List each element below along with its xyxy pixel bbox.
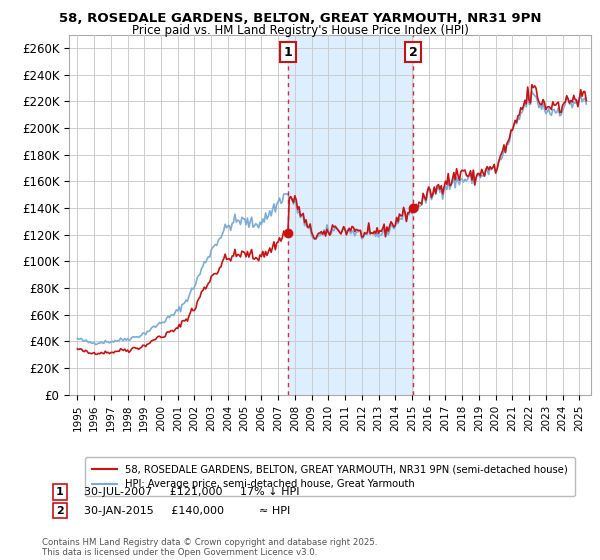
Text: Contains HM Land Registry data © Crown copyright and database right 2025.
This d: Contains HM Land Registry data © Crown c… [42, 538, 377, 557]
Text: 2: 2 [56, 506, 64, 516]
Text: Price paid vs. HM Land Registry's House Price Index (HPI): Price paid vs. HM Land Registry's House … [131, 24, 469, 36]
Text: 58, ROSEDALE GARDENS, BELTON, GREAT YARMOUTH, NR31 9PN: 58, ROSEDALE GARDENS, BELTON, GREAT YARM… [59, 12, 541, 25]
Text: 30-JAN-2015     £140,000          ≈ HPI: 30-JAN-2015 £140,000 ≈ HPI [84, 506, 290, 516]
Text: 1: 1 [284, 45, 292, 59]
Text: 30-JUL-2007     £121,000     17% ↓ HPI: 30-JUL-2007 £121,000 17% ↓ HPI [84, 487, 299, 497]
Bar [288, 35, 413, 395]
Legend: 58, ROSEDALE GARDENS, BELTON, GREAT YARMOUTH, NR31 9PN (semi-detached house), HP: 58, ROSEDALE GARDENS, BELTON, GREAT YARM… [85, 457, 575, 496]
Text: 2: 2 [409, 45, 418, 59]
Text: 1: 1 [56, 487, 64, 497]
